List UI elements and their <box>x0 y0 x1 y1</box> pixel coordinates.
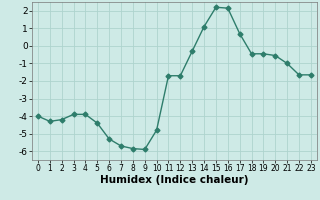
X-axis label: Humidex (Indice chaleur): Humidex (Indice chaleur) <box>100 175 249 185</box>
